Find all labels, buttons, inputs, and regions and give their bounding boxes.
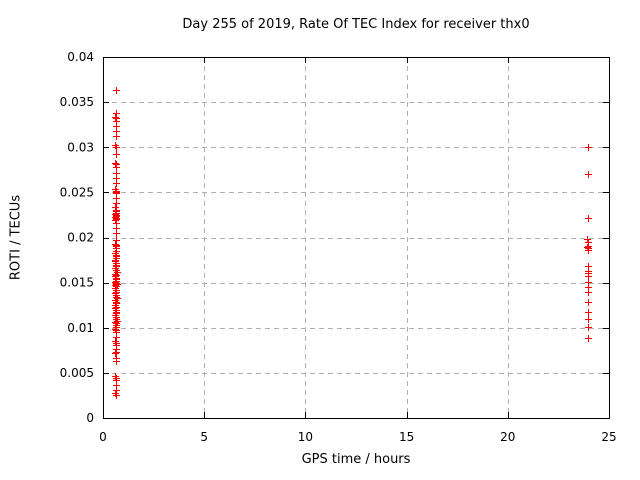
data-point-marker <box>112 204 119 211</box>
data-point-marker <box>113 200 120 207</box>
x-tick-label: 15 <box>399 430 414 444</box>
data-point-marker <box>585 215 592 222</box>
data-point-marker <box>112 114 119 121</box>
data-point-marker <box>585 316 592 323</box>
data-point-marker <box>585 171 592 178</box>
data-point-marker <box>113 151 120 158</box>
data-point-marker <box>585 144 592 151</box>
y-axis-label: ROTI / TECUs <box>8 194 24 281</box>
y-tick-label: 0.005 <box>60 366 94 380</box>
x-tick-label: 5 <box>200 430 208 444</box>
data-point-marker <box>585 299 592 306</box>
y-tick-label: 0.03 <box>67 140 94 154</box>
chart-title: Day 255 of 2019, Rate Of TEC Index for r… <box>182 17 530 32</box>
y-tick-label: 0.02 <box>67 231 94 245</box>
data-point-marker <box>113 230 120 237</box>
data-point-marker <box>113 180 120 187</box>
x-tick-label: 10 <box>298 430 313 444</box>
data-point-marker <box>112 160 119 167</box>
data-point-marker <box>585 335 592 342</box>
y-tick-label: 0 <box>86 411 94 425</box>
data-point-marker <box>112 319 119 326</box>
y-tick-label: 0.025 <box>60 185 94 199</box>
y-tick-label: 0.015 <box>60 276 94 290</box>
y-tick-label: 0.04 <box>67 50 94 64</box>
x-tick-label: 0 <box>99 430 107 444</box>
x-tick-label: 25 <box>601 430 616 444</box>
data-point-marker <box>113 358 120 365</box>
y-tick-label: 0.01 <box>67 321 94 335</box>
data-point-marker <box>113 392 120 399</box>
data-point-marker <box>585 273 592 280</box>
data-point-marker <box>112 217 119 224</box>
data-point-marker <box>585 247 592 254</box>
data-point-marker <box>113 164 120 171</box>
data-point-marker <box>113 349 120 356</box>
data-point-marker <box>113 334 120 341</box>
x-tick-label: 20 <box>500 430 515 444</box>
data-point-marker <box>113 144 120 151</box>
data-point-marker <box>113 133 120 140</box>
y-tick-label: 0.035 <box>60 95 94 109</box>
data-point-marker <box>112 326 119 333</box>
data-point-marker <box>585 324 592 331</box>
data-point-marker <box>113 87 120 94</box>
data-point-marker <box>584 236 591 243</box>
x-axis-label: GPS time / hours <box>301 452 411 467</box>
data-point-marker <box>585 289 592 296</box>
data-point-marker <box>585 309 592 316</box>
data-point-marker <box>112 350 119 357</box>
data-point-marker <box>584 244 591 251</box>
